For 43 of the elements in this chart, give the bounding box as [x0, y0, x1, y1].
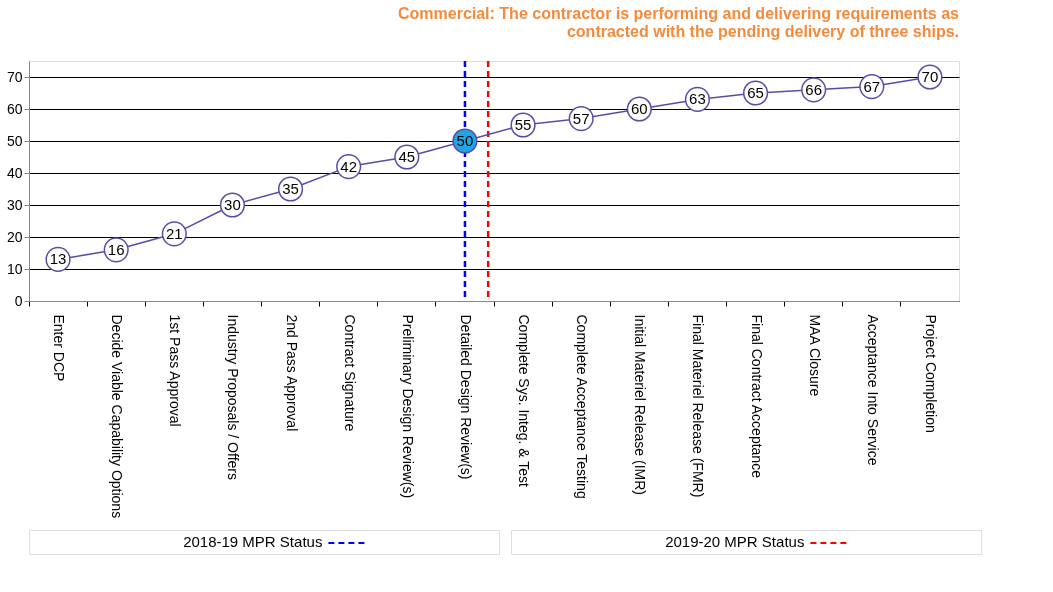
y-tick-label: 30	[6, 196, 23, 213]
data-label: 45	[398, 148, 416, 165]
data-label: 50	[456, 132, 474, 149]
x-tick-label: Enter DCP	[51, 314, 68, 382]
data-label: 16	[107, 240, 125, 258]
legend-label: 2018-19 MPR Status	[183, 533, 323, 550]
x-tick-label: Decide Viable Capability Options	[109, 314, 126, 519]
data-label: 13	[49, 250, 67, 268]
chart-title: Commercial: The contractor is performing and delivering requirements as contracted with the pending delivery of three ships.	[397, 4, 960, 40]
x-tick-label: Industry Proposals / Offers	[225, 314, 242, 480]
x-tick-label: Complete Sys. Integ. & Test	[516, 314, 533, 488]
data-label: 63	[689, 90, 706, 108]
legend-label: 2019-20 MPR Status	[665, 533, 805, 550]
y-tick-label: 20	[6, 228, 23, 245]
x-tick-label: MAA Closure	[806, 314, 823, 397]
y-tick-label: 50	[6, 132, 23, 149]
data-label: 65	[747, 84, 764, 101]
x-tick-label: 1st Pass Approval	[167, 314, 184, 427]
data-label: 60	[630, 100, 648, 117]
y-tick-label: 40	[6, 164, 23, 181]
x-tick-label: Final Materiel Release (FMR)	[690, 314, 707, 498]
x-tick-label: Preliminary Design Review(s)	[399, 314, 416, 499]
y-tick-label: 10	[6, 260, 23, 277]
x-tick-label: Detailed Design Review(s)	[457, 314, 474, 480]
x-tick-label: Initial Materiel Release (IMR)	[632, 314, 649, 495]
data-label: 57	[572, 109, 590, 127]
x-tick-label: 2nd Pass Approval	[283, 314, 300, 432]
x-tick-label: Final Contract Acceptance	[748, 314, 765, 479]
x-tick-label: Project Completion	[922, 314, 939, 433]
y-tick-label: 0	[14, 292, 23, 309]
y-tick-label: 70	[6, 68, 23, 85]
x-tick-label: Complete Acceptance Testing	[574, 314, 591, 499]
data-label: 55	[514, 116, 532, 133]
data-label: 70	[921, 68, 939, 85]
data-label: 30	[224, 196, 241, 213]
x-tick-label: Contract Signature	[341, 314, 358, 432]
y-tick-label: 60	[6, 100, 23, 117]
data-label: 67	[863, 77, 881, 95]
data-label: 42	[340, 157, 358, 175]
data-label: 21	[165, 224, 183, 242]
data-label: 35	[282, 180, 299, 197]
x-tick-label: Acceptance Into Service	[864, 314, 881, 466]
data-label: 66	[805, 80, 823, 98]
